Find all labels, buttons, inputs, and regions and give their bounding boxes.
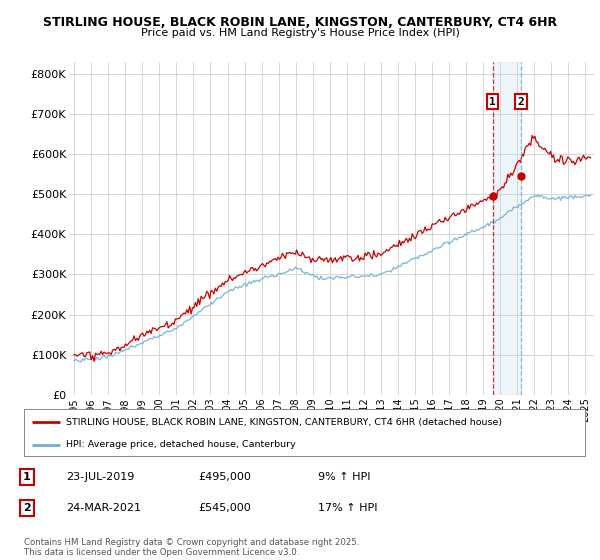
Text: 2: 2 [23, 503, 31, 513]
Bar [493, 62, 521, 395]
Text: 1: 1 [23, 472, 31, 482]
Text: HPI: Average price, detached house, Canterbury: HPI: Average price, detached house, Cant… [66, 440, 296, 449]
Text: £545,000: £545,000 [198, 503, 251, 513]
Text: 23-JUL-2019: 23-JUL-2019 [66, 472, 134, 482]
Text: 24-MAR-2021: 24-MAR-2021 [66, 503, 141, 513]
Text: 2: 2 [518, 97, 524, 107]
Text: STIRLING HOUSE, BLACK ROBIN LANE, KINGSTON, CANTERBURY, CT4 6HR (detached house): STIRLING HOUSE, BLACK ROBIN LANE, KINGST… [66, 418, 502, 427]
Text: 17% ↑ HPI: 17% ↑ HPI [318, 503, 377, 513]
Text: 9% ↑ HPI: 9% ↑ HPI [318, 472, 371, 482]
Text: £495,000: £495,000 [198, 472, 251, 482]
Text: Contains HM Land Registry data © Crown copyright and database right 2025.
This d: Contains HM Land Registry data © Crown c… [24, 538, 359, 557]
Text: STIRLING HOUSE, BLACK ROBIN LANE, KINGSTON, CANTERBURY, CT4 6HR: STIRLING HOUSE, BLACK ROBIN LANE, KINGST… [43, 16, 557, 29]
Text: Price paid vs. HM Land Registry's House Price Index (HPI): Price paid vs. HM Land Registry's House … [140, 28, 460, 38]
Text: 1: 1 [489, 97, 496, 107]
